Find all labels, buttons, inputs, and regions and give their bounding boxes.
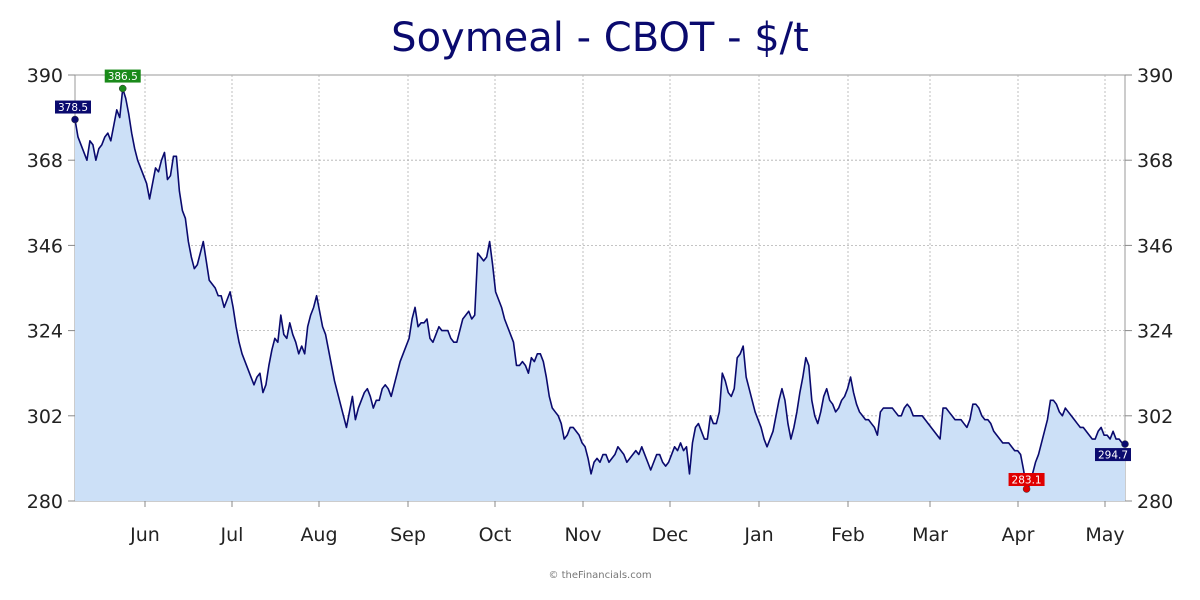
series-line: [74, 87, 1126, 490]
high-point: [118, 84, 127, 93]
x-tick-label: Jul: [220, 524, 244, 546]
x-tick-label: Oct: [479, 524, 512, 546]
y-tick-label-right: 390: [1137, 65, 1173, 87]
x-tick-label: Sep: [390, 524, 426, 546]
x-tick-label: Apr: [1002, 524, 1035, 546]
low-point: [1022, 485, 1031, 493]
low-label-box: [1008, 472, 1045, 486]
start-point: [71, 115, 79, 124]
y-tick-label-left: 280: [27, 491, 63, 513]
chart-title: Soymeal - CBOT - $/t: [391, 15, 809, 61]
last-point: [1121, 440, 1129, 448]
y-tick-label-left: 346: [27, 235, 63, 257]
y-tick-label-right: 280: [1137, 491, 1173, 513]
x-tick-label: Dec: [652, 524, 689, 546]
last-label-box: [1095, 448, 1131, 462]
high-label: 386.5: [108, 71, 138, 83]
x-tick-label: Nov: [564, 524, 601, 546]
y-tick-label-right: 346: [1137, 235, 1173, 257]
series-area: [75, 88, 1125, 502]
y-tick-label-left: 302: [27, 406, 63, 428]
x-tick-label: Mar: [912, 524, 948, 546]
x-tick-label: Jan: [743, 524, 773, 546]
low-label: 283.1: [1012, 474, 1042, 486]
y-tick-label-left: 324: [27, 321, 63, 343]
x-tick-label: Aug: [300, 524, 337, 546]
y-tick-label-left: 390: [27, 65, 63, 87]
start-label: 378.5: [58, 102, 88, 114]
y-tick-label-right: 368: [1137, 150, 1173, 172]
last-label: 294.7: [1098, 450, 1128, 462]
y-tick-label-right: 302: [1137, 406, 1173, 428]
start-label-box: [55, 100, 91, 114]
y-tick-label-left: 368: [27, 150, 63, 172]
x-tick-label: May: [1085, 524, 1124, 546]
x-tick-label: Feb: [831, 524, 865, 546]
y-tick-label-right: 324: [1137, 321, 1173, 343]
high-label-box: [104, 69, 141, 83]
x-tick-label: Jun: [129, 524, 160, 546]
credit-text: © theFinancials.com: [548, 570, 652, 581]
